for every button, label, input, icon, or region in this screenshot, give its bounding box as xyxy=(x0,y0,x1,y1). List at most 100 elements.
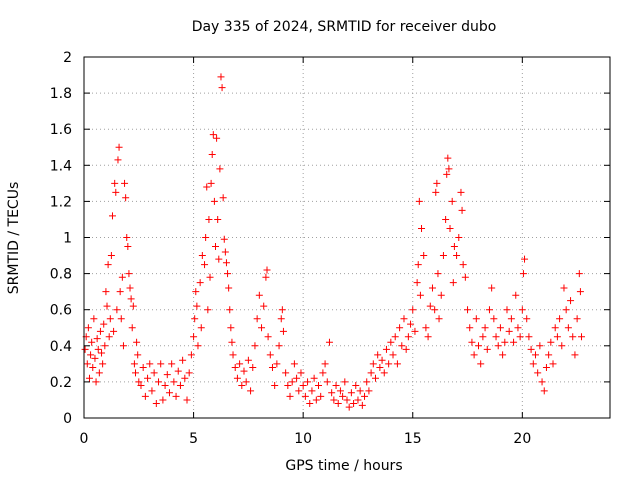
data-point xyxy=(263,266,271,274)
data-point xyxy=(271,382,279,390)
data-point xyxy=(264,333,272,341)
data-point xyxy=(531,351,539,359)
data-point xyxy=(96,327,104,335)
data-point xyxy=(204,306,212,314)
data-point xyxy=(297,369,305,377)
data-point xyxy=(562,306,570,314)
data-point xyxy=(444,154,452,162)
data-point xyxy=(212,243,219,251)
data-point xyxy=(518,306,526,314)
data-point xyxy=(442,215,450,223)
data-point xyxy=(415,197,423,205)
data-point xyxy=(576,288,584,296)
data-point xyxy=(251,342,259,350)
data-point xyxy=(547,338,555,346)
data-point xyxy=(81,345,89,353)
data-point xyxy=(507,315,515,323)
data-point xyxy=(103,302,111,310)
data-point xyxy=(231,363,239,371)
data-point xyxy=(479,333,487,341)
data-point xyxy=(172,392,180,400)
data-point xyxy=(279,327,287,335)
data-point xyxy=(523,315,531,323)
data-point xyxy=(521,255,529,263)
data-point xyxy=(374,351,382,359)
data-point xyxy=(339,392,347,400)
data-point xyxy=(88,338,96,346)
data-point xyxy=(253,315,261,323)
data-point xyxy=(202,234,210,241)
data-point xyxy=(191,315,199,323)
data-point xyxy=(137,382,145,390)
data-point xyxy=(174,367,182,375)
data-point xyxy=(233,374,241,382)
data-point xyxy=(117,315,125,323)
data-point xyxy=(404,333,412,341)
data-point xyxy=(122,194,130,202)
data-point xyxy=(516,333,524,341)
data-point xyxy=(238,382,246,390)
data-point xyxy=(575,270,583,278)
axis-ticks: 00.20.40.60.811.21.41.61.820 5 10 15 20 xyxy=(50,50,610,447)
data-point xyxy=(470,351,478,359)
data-point xyxy=(510,338,518,346)
data-point xyxy=(90,315,98,323)
y-tick-label: 0.8 xyxy=(50,267,72,283)
data-point xyxy=(268,363,276,371)
data-point xyxy=(133,338,141,346)
data-point xyxy=(87,351,95,359)
data-point xyxy=(501,338,509,346)
data-point xyxy=(128,324,136,332)
data-point xyxy=(317,392,325,400)
data-points xyxy=(81,73,586,411)
data-point xyxy=(105,333,113,341)
data-point xyxy=(389,351,397,359)
data-point xyxy=(98,349,106,357)
data-point xyxy=(139,363,147,371)
data-point xyxy=(336,387,344,395)
data-point xyxy=(130,360,138,368)
data-point xyxy=(514,324,522,332)
data-point xyxy=(216,165,224,173)
y-tick-label: 1.8 xyxy=(50,86,72,102)
data-point xyxy=(343,396,351,404)
data-point xyxy=(179,356,187,364)
data-point xyxy=(193,302,201,310)
y-axis-title: SRMTID / TECUs xyxy=(6,182,22,295)
data-point xyxy=(457,188,465,196)
data-point xyxy=(215,255,223,263)
data-point xyxy=(380,369,388,377)
data-point xyxy=(361,392,369,400)
data-point xyxy=(229,351,237,359)
data-point xyxy=(110,327,118,335)
data-point xyxy=(227,324,235,332)
y-tick-label: 1.4 xyxy=(50,158,72,174)
data-point xyxy=(197,324,205,332)
data-point xyxy=(240,367,248,375)
data-point xyxy=(144,374,152,382)
data-point xyxy=(525,333,533,341)
data-point xyxy=(187,351,195,359)
data-point xyxy=(132,369,140,377)
data-point xyxy=(299,382,307,390)
data-point xyxy=(266,351,274,359)
data-point xyxy=(113,306,121,314)
data-point xyxy=(371,374,379,382)
data-point xyxy=(556,315,564,323)
data-point xyxy=(218,84,226,92)
data-point xyxy=(102,288,110,296)
data-point xyxy=(284,382,292,390)
data-point xyxy=(319,369,327,377)
data-point xyxy=(492,333,500,341)
data-point xyxy=(448,197,456,205)
y-tick-label: 2 xyxy=(63,50,72,66)
data-point xyxy=(391,333,399,341)
data-point xyxy=(312,396,320,404)
data-point xyxy=(116,288,124,296)
data-point xyxy=(527,345,535,353)
data-point xyxy=(118,273,126,281)
data-point xyxy=(121,179,129,187)
data-point xyxy=(112,188,120,196)
data-point xyxy=(485,306,493,314)
data-point xyxy=(432,188,440,196)
